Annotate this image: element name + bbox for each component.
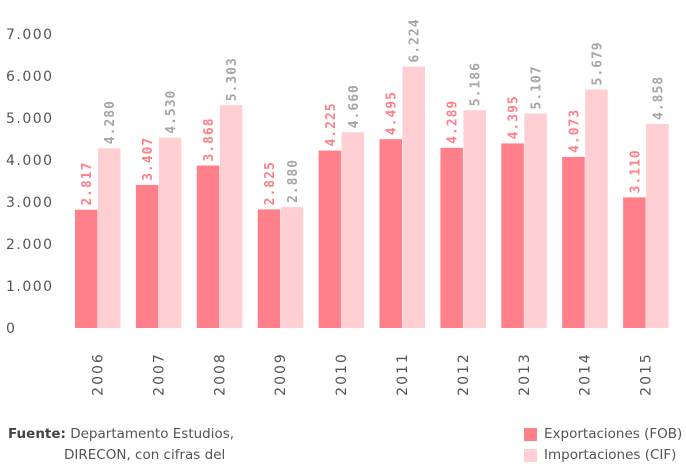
bar-importaciones <box>341 132 365 328</box>
data-label-exportaciones: 4.395 <box>507 95 522 139</box>
x-tick-label: 2006 <box>91 352 107 396</box>
y-tick-label: 3.000 <box>6 195 54 211</box>
bar-importaciones <box>280 207 304 328</box>
bar-chart: 0 1.000 2.000 3.000 4.000 5.000 6.000 7.000 2.81… <box>6 18 669 396</box>
data-label-exportaciones: 4.495 <box>385 91 400 135</box>
data-label-importaciones: 4.858 <box>651 76 666 120</box>
data-label-exportaciones: 3.110 <box>628 149 643 193</box>
legend-item-importaciones: Importaciones (CIF) <box>524 445 682 466</box>
x-tick-label: 2007 <box>151 352 167 396</box>
data-label-exportaciones: 4.073 <box>567 109 582 153</box>
data-label-importaciones: 4.660 <box>347 84 362 128</box>
data-label-importaciones: 4.530 <box>164 90 179 134</box>
source-line-2: DIRECON, con cifras del <box>64 447 226 463</box>
bar-importaciones <box>524 113 547 328</box>
y-tick-label: 4.000 <box>6 153 54 169</box>
bar-exportaciones <box>623 197 646 328</box>
x-tick-label: 2014 <box>578 352 594 396</box>
y-tick-label: 5.000 <box>6 111 54 127</box>
data-label-exportaciones: 4.225 <box>324 102 339 146</box>
bar-exportaciones <box>318 150 342 328</box>
x-tick-label: 2010 <box>334 352 350 396</box>
bar-exportaciones <box>196 165 220 328</box>
bar-exportaciones <box>501 143 524 328</box>
bar-importaciones <box>98 148 121 328</box>
source-note: Fuente: Departamento Estudios, DIRECON, … <box>8 424 234 466</box>
data-label-exportaciones: 3.868 <box>202 117 217 161</box>
legend-label-importaciones: Importaciones (CIF) <box>544 447 677 463</box>
y-tick-label: 0 <box>6 321 16 337</box>
x-tick-label: 2012 <box>456 352 472 396</box>
bar-importaciones <box>219 105 243 328</box>
bar-exportaciones <box>379 139 402 328</box>
data-label-importaciones: 5.186 <box>469 62 484 106</box>
data-label-exportaciones: 3.407 <box>141 137 156 181</box>
bar-importaciones <box>585 89 608 329</box>
data-label-exportaciones: 2.825 <box>263 161 278 205</box>
bar-exportaciones <box>440 147 463 328</box>
y-tick-label: 2.000 <box>6 237 54 253</box>
bar-exportaciones <box>562 156 585 328</box>
bar-exportaciones <box>257 209 281 328</box>
legend-item-exportaciones: Exportaciones (FOB) <box>524 424 682 445</box>
data-label-importaciones: 2.880 <box>286 159 301 203</box>
y-tick-label: 6.000 <box>6 69 54 85</box>
x-tick-label: 2013 <box>517 352 533 396</box>
data-label-importaciones: 4.280 <box>103 100 118 144</box>
legend-swatch-importaciones <box>524 449 537 462</box>
legend-swatch-exportaciones <box>524 428 537 441</box>
data-label-importaciones: 6.224 <box>408 18 423 62</box>
data-label-exportaciones: 2.817 <box>80 162 95 206</box>
data-label-importaciones: 5.107 <box>530 65 545 109</box>
source-line-1: Departamento Estudios, <box>70 426 235 442</box>
bar-importaciones <box>646 123 669 329</box>
bar-importaciones <box>463 110 486 328</box>
x-tick-label: 2009 <box>273 352 289 396</box>
data-label-importaciones: 5.303 <box>225 57 240 101</box>
bar-importaciones <box>158 137 182 328</box>
source-label: Fuente: <box>8 426 66 442</box>
x-tick-label: 2015 <box>639 352 655 396</box>
x-tick-label: 2008 <box>212 352 228 396</box>
bar-importaciones <box>402 66 425 328</box>
legend: Exportaciones (FOB) Importaciones (CIF) <box>524 424 682 466</box>
y-tick-label: 1.000 <box>6 279 54 295</box>
bar-exportaciones <box>135 184 159 328</box>
data-label-exportaciones: 4.289 <box>446 100 461 144</box>
data-label-importaciones: 5.679 <box>590 41 605 85</box>
legend-label-exportaciones: Exportaciones (FOB) <box>544 426 683 442</box>
x-tick-label: 2011 <box>395 352 411 396</box>
y-tick-label: 7.000 <box>6 27 54 43</box>
bar-exportaciones <box>75 209 98 328</box>
